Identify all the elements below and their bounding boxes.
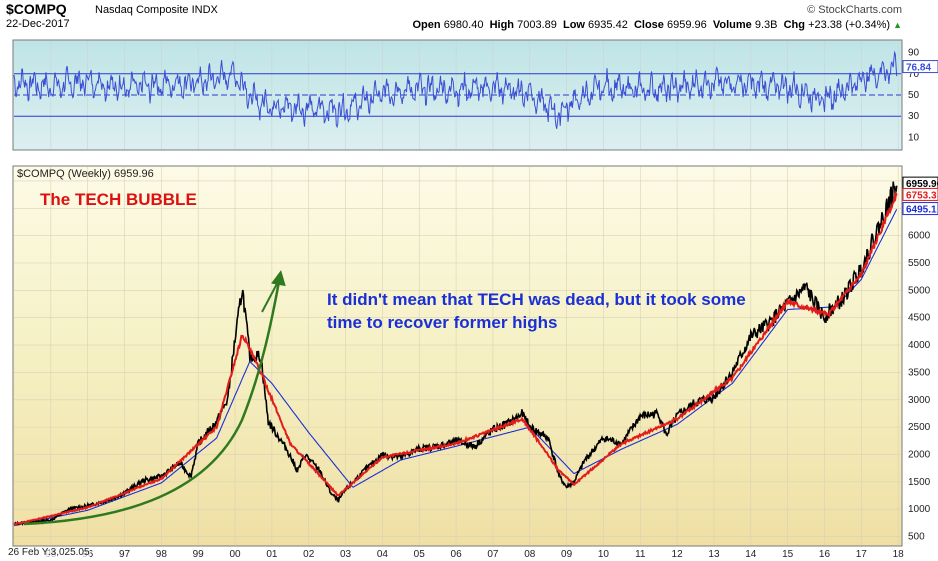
- high-value: 7003.89: [517, 19, 557, 31]
- rsi-tick-label: 50: [908, 90, 920, 101]
- x-tick-label: 18: [893, 549, 905, 560]
- low-label: Low: [562, 19, 585, 31]
- ma-long-label: 6495.1: [906, 205, 937, 216]
- x-tick-label: 03: [340, 549, 352, 560]
- x-tick-label: 11: [635, 549, 646, 560]
- chart-header: $COMPQ Nasdaq Composite INDX 22-Dec-2017…: [0, 0, 938, 36]
- rsi-axis: 90 70 50 30 10: [908, 48, 920, 144]
- ticker-symbol: $COMPQ: [6, 1, 67, 17]
- crosshair-readout: 26 Feb Y:3,025.05: [8, 547, 90, 558]
- grid-lines: [14, 41, 901, 545]
- recovery-annotation-a: It didn't mean that: [327, 290, 478, 309]
- rsi-tick-label: 30: [908, 111, 920, 122]
- chg-value: +23.38 (+0.34%): [808, 19, 891, 31]
- x-tick-label: 17: [856, 549, 868, 560]
- x-tick-label: 04: [377, 549, 389, 560]
- x-tick-label: 12: [672, 549, 684, 560]
- volume-label: Volume: [712, 19, 752, 31]
- price-line: [13, 181, 898, 527]
- price-tick-label: 4500: [908, 313, 931, 324]
- ma-short-label-box: [902, 187, 938, 201]
- x-tick-label: 97: [119, 549, 131, 560]
- rsi-tick-label: 10: [908, 132, 920, 143]
- price-tick-label: 4000: [908, 340, 931, 351]
- rsi-last-label-box: [902, 60, 938, 74]
- x-tick-label: 14: [745, 549, 757, 560]
- chart-date: 22-Dec-2017: [6, 18, 70, 30]
- quote-summary: Open 6980.40 High 7003.89 Low 6935.42 Cl…: [413, 19, 903, 31]
- ma-short-line: [13, 190, 898, 526]
- price-tick-label: 3500: [908, 367, 931, 378]
- x-tick-label: 07: [487, 549, 499, 560]
- price-tick-label: 500: [908, 532, 925, 543]
- price-tick-label: 1500: [908, 477, 931, 488]
- price-tick-label: 5500: [908, 258, 931, 269]
- x-tick-label: 13: [708, 549, 720, 560]
- x-axis: 9596979899000102030405060708091011121314…: [45, 549, 904, 560]
- x-tick-label: 09: [561, 549, 573, 560]
- x-tick-label: 00: [229, 549, 241, 560]
- price-tick-label: 6000: [908, 231, 931, 242]
- rsi-tick-label: 90: [908, 48, 920, 59]
- rsi-tick-label: 70: [908, 69, 920, 80]
- open-label: Open: [412, 19, 441, 31]
- bubble-arrow-tail: [261, 277, 281, 313]
- ma-long-label-box: [902, 202, 938, 216]
- x-tick-label: 08: [524, 549, 536, 560]
- bubble-arrow: [23, 270, 286, 526]
- close-value: 6959.96: [666, 19, 707, 31]
- x-tick-label: 16: [819, 549, 831, 560]
- x-tick-label: 06: [451, 549, 463, 560]
- recovery-annotation-tech: TECH: [477, 290, 524, 309]
- high-label: High: [489, 19, 515, 31]
- price-tick-label: 2000: [908, 449, 931, 460]
- x-tick-label: 02: [303, 549, 315, 560]
- rsi-last-label: 76.84: [906, 63, 931, 74]
- rsi-line: [13, 50, 898, 129]
- x-tick-label: 05: [414, 549, 426, 560]
- x-tick-label: 01: [266, 549, 278, 560]
- price-tick-label: 2500: [908, 422, 931, 433]
- open-value: 6980.40: [443, 19, 484, 31]
- brand-link[interactable]: © StockCharts.com: [807, 4, 902, 16]
- volume-value: 9.3B: [754, 19, 778, 31]
- x-tick-label: 15: [782, 549, 794, 560]
- up-arrow-icon: ▲: [893, 20, 902, 30]
- price-last-label: 6959.96: [906, 179, 938, 190]
- chg-label: Chg: [783, 19, 805, 31]
- x-tick-label: 99: [193, 549, 205, 560]
- index-name: Nasdaq Composite INDX: [95, 4, 218, 16]
- ma-long-line: [13, 208, 898, 527]
- price-tick-label: 1000: [908, 504, 931, 515]
- right-value-labels: 76.84 6959.966753.3 6495.1: [902, 60, 938, 216]
- tech-bubble-annotation: The TECH BUBBLE: [40, 190, 197, 209]
- price-axis: 6500600055005000450040003500300025002000…: [908, 203, 931, 542]
- price-legend: $COMPQ (Weekly) 6959.96: [17, 168, 154, 180]
- ma-short-label: 6753.3: [906, 190, 937, 201]
- price-tick-label: 3000: [908, 395, 931, 406]
- low-value: 6935.42: [588, 19, 628, 31]
- recovery-annotation: It didn't mean that TECH was dead, but i…: [327, 288, 747, 334]
- price-tick-label: 5000: [908, 285, 931, 296]
- close-label: Close: [633, 19, 664, 31]
- recovery-annotation-b: was dead, but it took some time to recov…: [327, 290, 746, 332]
- x-tick-label: 98: [156, 549, 168, 560]
- x-tick-label: 10: [598, 549, 610, 560]
